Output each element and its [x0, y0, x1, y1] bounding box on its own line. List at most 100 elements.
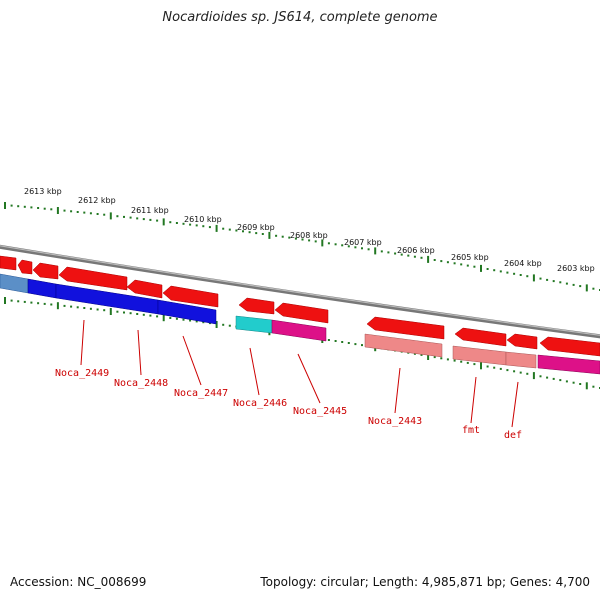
minor-tick [43, 207, 46, 210]
major-tick [532, 372, 535, 380]
minor-tick [499, 270, 502, 273]
kbp-label: 2610 kbp [184, 215, 222, 224]
cds-arrow[interactable] [162, 285, 219, 308]
minor-tick [63, 209, 66, 212]
minor-tick [559, 281, 562, 284]
minor-tick [149, 218, 152, 221]
minor-tick [228, 228, 231, 231]
minor-tick [222, 227, 225, 230]
genome-backbone [0, 244, 600, 339]
minor-tick [572, 381, 575, 384]
major-tick [480, 362, 482, 370]
minor-tick [361, 247, 363, 250]
genome-summary: Topology: circular; Length: 4,985,871 bp… [260, 575, 590, 589]
minor-tick [301, 238, 304, 241]
cds-arrow[interactable] [0, 255, 17, 271]
gene-label-noca-2446[interactable]: Noca_2446 [233, 398, 287, 409]
gene-label-def[interactable]: def [504, 430, 522, 441]
minor-tick [473, 265, 476, 268]
minor-tick [565, 282, 568, 285]
minor-tick [314, 240, 317, 243]
minor-tick [195, 224, 198, 227]
minor-tick [334, 243, 337, 246]
minor-tick [440, 260, 443, 263]
minor-tick [242, 230, 244, 233]
cds-arrow[interactable] [366, 316, 445, 340]
minor-tick [519, 274, 522, 276]
minor-tick [228, 324, 231, 327]
major-tick [585, 382, 588, 390]
major-tick [268, 231, 271, 239]
minor-tick [367, 248, 370, 251]
minor-tick [281, 235, 284, 238]
cds-arrow[interactable] [32, 262, 59, 280]
reverse-strand-track [0, 273, 600, 375]
cds-arrow[interactable] [126, 279, 163, 299]
minor-tick [499, 367, 502, 370]
cds-arrow[interactable] [17, 259, 33, 275]
minor-tick [261, 233, 264, 235]
minor-tick [17, 300, 20, 303]
minor-tick [539, 277, 542, 280]
gene-block[interactable] [364, 333, 443, 358]
minor-tick [460, 263, 463, 266]
kbp-label: 2607 kbp [344, 238, 382, 247]
minor-tick [552, 280, 555, 283]
minor-tick [539, 375, 542, 378]
minor-tick [208, 226, 211, 229]
gene-labels: Noca_2449 Noca_2448 Noca_2447 Noca_2446 … [55, 319, 522, 441]
gene-label-noca-2447[interactable]: Noca_2447 [174, 388, 228, 399]
minor-tick [129, 312, 132, 315]
cds-arrow[interactable] [506, 333, 538, 350]
cds-arrow[interactable] [539, 336, 600, 357]
gene-label-noca-2448[interactable]: Noca_2448 [114, 378, 168, 389]
minor-tick [123, 311, 125, 314]
cds-arrow[interactable] [274, 302, 329, 324]
kbp-label: 2608 kbp [290, 231, 328, 240]
gene-block[interactable] [157, 299, 217, 325]
gene-block[interactable] [505, 351, 537, 369]
minor-tick [136, 217, 139, 220]
gene-block[interactable] [27, 278, 57, 299]
minor-tick [420, 256, 423, 259]
cds-arrow[interactable] [238, 297, 275, 315]
kbp-label: 2603 kbp [557, 264, 595, 273]
gene-block[interactable] [0, 273, 29, 294]
minor-tick [440, 357, 443, 360]
gene-label-noca-2445[interactable]: Noca_2445 [293, 406, 347, 417]
minor-tick [50, 208, 53, 211]
minor-tick [248, 231, 251, 234]
minor-tick [565, 380, 568, 383]
minor-tick [142, 218, 145, 221]
major-tick [162, 218, 165, 226]
minor-tick [30, 301, 33, 304]
major-tick [480, 264, 482, 272]
minor-tick [83, 307, 86, 309]
gene-block[interactable] [537, 354, 600, 375]
minor-tick [275, 234, 278, 237]
minor-tick [387, 251, 390, 254]
gene-block[interactable] [271, 319, 327, 342]
cds-arrow[interactable] [454, 327, 507, 347]
minor-tick [142, 313, 145, 316]
minor-tick [70, 210, 73, 213]
minor-tick [347, 245, 350, 248]
minor-tick [136, 313, 139, 315]
minor-tick [526, 372, 529, 375]
minor-tick [10, 204, 13, 207]
minor-tick [420, 353, 423, 356]
minor-tick [341, 244, 344, 247]
gene-label-noca-2449[interactable]: Noca_2449 [55, 368, 109, 379]
gene-block[interactable] [235, 315, 273, 334]
major-tick [109, 308, 112, 315]
gene-label-noca-2443[interactable]: Noca_2443 [368, 416, 422, 427]
minor-tick [156, 219, 159, 222]
cds-arrow[interactable] [58, 266, 128, 291]
minor-tick [89, 212, 92, 215]
gene-label-fmt[interactable]: fmt [462, 425, 480, 436]
minor-tick [23, 300, 26, 303]
minor-tick [592, 287, 595, 290]
minor-tick [327, 242, 330, 245]
kbp-label: 2604 kbp [504, 259, 542, 268]
minor-tick [76, 211, 79, 213]
